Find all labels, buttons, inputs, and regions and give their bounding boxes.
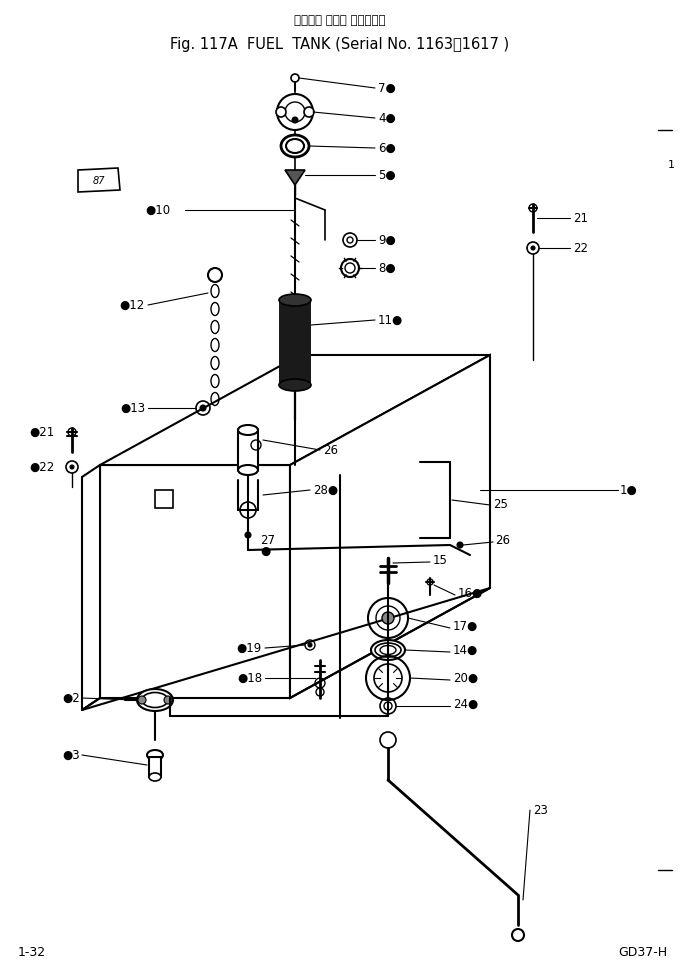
Circle shape xyxy=(308,643,312,647)
Text: 87: 87 xyxy=(93,176,106,186)
Circle shape xyxy=(138,696,146,704)
Text: 1●: 1● xyxy=(620,484,637,497)
Text: 17●: 17● xyxy=(453,619,478,633)
Circle shape xyxy=(292,117,298,123)
Text: 25: 25 xyxy=(493,498,508,512)
Text: ●3: ●3 xyxy=(63,749,80,761)
Bar xyxy=(149,757,161,777)
Bar xyxy=(238,430,258,470)
Text: 28●: 28● xyxy=(313,484,338,497)
Circle shape xyxy=(531,246,535,250)
Ellipse shape xyxy=(142,693,168,707)
Text: 6●: 6● xyxy=(378,141,396,155)
Circle shape xyxy=(70,465,74,469)
Text: ●22: ●22 xyxy=(30,461,55,473)
Text: Fig. 117A  FUEL  TANK (Serial No. 1163～1617 ): Fig. 117A FUEL TANK (Serial No. 1163～161… xyxy=(170,37,509,51)
Text: 11●: 11● xyxy=(378,314,403,327)
Text: 20●: 20● xyxy=(453,671,478,685)
Ellipse shape xyxy=(375,643,401,657)
Polygon shape xyxy=(78,168,120,192)
Text: ●10: ●10 xyxy=(145,204,170,216)
Ellipse shape xyxy=(238,465,258,475)
Ellipse shape xyxy=(279,379,311,391)
Text: 24●: 24● xyxy=(453,697,478,711)
Text: 4●: 4● xyxy=(378,111,396,125)
Polygon shape xyxy=(100,355,490,465)
Ellipse shape xyxy=(137,689,173,711)
Text: ●18: ●18 xyxy=(237,671,262,685)
Text: 23: 23 xyxy=(533,804,548,816)
Text: ●13: ●13 xyxy=(120,402,145,414)
Bar xyxy=(155,490,173,508)
Text: 5●: 5● xyxy=(378,168,396,182)
Polygon shape xyxy=(290,355,490,698)
Text: 1: 1 xyxy=(668,160,675,170)
Ellipse shape xyxy=(281,135,309,157)
Circle shape xyxy=(164,696,172,704)
Text: フュエル タンク （適用号機: フュエル タンク （適用号機 xyxy=(294,14,385,26)
Text: ●19: ●19 xyxy=(237,641,262,655)
Text: 26: 26 xyxy=(323,443,338,457)
Text: 15: 15 xyxy=(433,554,448,566)
Text: ●21: ●21 xyxy=(30,425,55,439)
Circle shape xyxy=(200,405,206,411)
Text: 16●: 16● xyxy=(458,586,484,600)
Ellipse shape xyxy=(371,640,405,660)
Ellipse shape xyxy=(279,294,311,306)
Circle shape xyxy=(245,532,251,538)
Bar xyxy=(279,300,311,385)
Text: 8●: 8● xyxy=(378,262,396,274)
Text: 22: 22 xyxy=(573,242,588,254)
Ellipse shape xyxy=(286,139,304,153)
Text: 26: 26 xyxy=(495,533,510,547)
Ellipse shape xyxy=(238,425,258,435)
Circle shape xyxy=(304,107,314,117)
Polygon shape xyxy=(82,465,100,710)
Text: 7●: 7● xyxy=(378,81,396,95)
Circle shape xyxy=(276,107,286,117)
Text: 27: 27 xyxy=(260,533,275,547)
Polygon shape xyxy=(100,465,290,698)
Text: 21: 21 xyxy=(573,212,588,224)
Polygon shape xyxy=(285,170,305,185)
Text: ●12: ●12 xyxy=(120,298,145,311)
Text: ●: ● xyxy=(260,545,270,557)
Text: GD37-H: GD37-H xyxy=(618,947,667,959)
Text: 14●: 14● xyxy=(453,643,478,657)
Circle shape xyxy=(382,612,394,624)
Ellipse shape xyxy=(149,773,161,781)
Ellipse shape xyxy=(147,750,163,760)
Text: 9●: 9● xyxy=(378,234,396,246)
Text: 1-32: 1-32 xyxy=(18,947,46,959)
Circle shape xyxy=(457,542,463,548)
Text: ●2: ●2 xyxy=(62,692,80,704)
